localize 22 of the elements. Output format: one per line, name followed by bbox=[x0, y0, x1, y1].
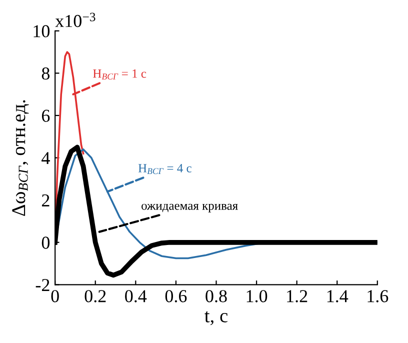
annotation: H$_{ВСГ}$ = 4 с bbox=[138, 164, 192, 174]
y-tick-label: 10 bbox=[34, 25, 50, 38]
x-tick-label: 1.4 bbox=[327, 290, 348, 302]
x-tick-label: 0 bbox=[51, 290, 59, 302]
y-tick-label: -2 bbox=[36, 279, 50, 291]
y-tick-label: 4 bbox=[42, 152, 50, 164]
y-tick-label: 2 bbox=[42, 194, 50, 206]
annotation: H$_{ВСГ}$ = 1 с bbox=[93, 69, 146, 80]
x-axis-title: t, с bbox=[204, 311, 228, 326]
x-tick-label: 0.2 bbox=[84, 290, 106, 302]
y-tick-label: 8 bbox=[42, 67, 50, 80]
y-tick-label: 6 bbox=[42, 110, 50, 122]
text: x10$^{−3}$ bbox=[55, 12, 96, 28]
x-tick-label: 0.4 bbox=[125, 290, 147, 302]
annotation: ожидаемая кривая bbox=[142, 204, 238, 212]
y-axis-title: Δω$_{ВСГ}$, отн.ед. bbox=[12, 100, 29, 216]
x-tick-label: 1.2 bbox=[287, 290, 308, 302]
x-tick-label: 1.6 bbox=[368, 290, 388, 302]
x-tick-label: 0.8 bbox=[206, 290, 227, 302]
x-tick-label: 0.6 bbox=[165, 290, 187, 302]
x-tick-label: 1.0 bbox=[246, 290, 268, 302]
y-tick-label: 0 bbox=[42, 236, 50, 249]
